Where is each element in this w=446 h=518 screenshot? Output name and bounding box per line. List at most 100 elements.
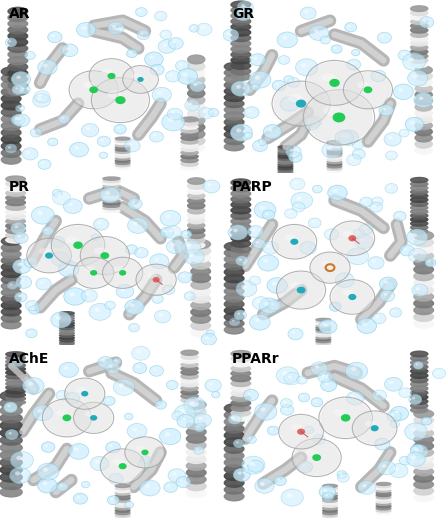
Ellipse shape — [414, 436, 434, 444]
Circle shape — [208, 108, 219, 117]
Ellipse shape — [316, 319, 331, 321]
Ellipse shape — [322, 507, 337, 510]
Circle shape — [248, 110, 252, 112]
Ellipse shape — [411, 201, 428, 206]
Circle shape — [315, 365, 319, 368]
Circle shape — [99, 152, 107, 159]
Circle shape — [179, 63, 182, 66]
Ellipse shape — [322, 484, 337, 487]
Circle shape — [15, 292, 27, 302]
Ellipse shape — [188, 183, 205, 189]
Ellipse shape — [188, 143, 205, 152]
Circle shape — [277, 479, 280, 481]
Circle shape — [247, 392, 251, 395]
Circle shape — [196, 448, 198, 450]
Circle shape — [68, 203, 73, 206]
Circle shape — [320, 36, 330, 44]
Circle shape — [278, 55, 289, 64]
Circle shape — [415, 448, 419, 452]
Ellipse shape — [186, 475, 206, 484]
Circle shape — [112, 476, 116, 479]
Circle shape — [337, 473, 349, 482]
Circle shape — [399, 388, 412, 398]
Circle shape — [231, 124, 252, 141]
Circle shape — [293, 439, 340, 476]
Circle shape — [22, 88, 25, 90]
Circle shape — [57, 482, 68, 491]
Ellipse shape — [376, 492, 391, 494]
Circle shape — [357, 319, 376, 334]
Ellipse shape — [231, 390, 251, 396]
Circle shape — [273, 225, 316, 258]
Circle shape — [209, 382, 213, 385]
Circle shape — [165, 214, 170, 218]
Ellipse shape — [327, 165, 342, 168]
Circle shape — [83, 483, 86, 484]
Ellipse shape — [6, 355, 25, 361]
Circle shape — [205, 336, 209, 339]
Circle shape — [315, 187, 317, 189]
Ellipse shape — [322, 490, 337, 493]
Ellipse shape — [411, 57, 428, 63]
Circle shape — [304, 245, 308, 248]
Ellipse shape — [224, 485, 244, 494]
Circle shape — [16, 276, 32, 289]
Circle shape — [201, 333, 216, 345]
Text: AR: AR — [9, 7, 30, 21]
Circle shape — [28, 382, 33, 386]
Ellipse shape — [224, 87, 244, 95]
Circle shape — [154, 11, 167, 21]
Circle shape — [392, 310, 396, 312]
Ellipse shape — [0, 421, 22, 430]
Ellipse shape — [411, 351, 428, 357]
Circle shape — [105, 191, 110, 195]
Ellipse shape — [224, 268, 244, 276]
Circle shape — [38, 160, 51, 169]
Circle shape — [162, 43, 167, 47]
Circle shape — [267, 278, 287, 293]
Ellipse shape — [188, 82, 205, 91]
Ellipse shape — [322, 516, 337, 518]
Circle shape — [327, 146, 332, 150]
Ellipse shape — [6, 199, 25, 206]
Ellipse shape — [278, 148, 293, 150]
Circle shape — [66, 47, 70, 50]
Circle shape — [164, 230, 167, 233]
Circle shape — [41, 162, 45, 164]
Ellipse shape — [231, 400, 251, 406]
Ellipse shape — [1, 263, 21, 271]
Circle shape — [8, 281, 17, 289]
Circle shape — [288, 211, 291, 213]
Circle shape — [167, 108, 182, 120]
Ellipse shape — [1, 108, 21, 117]
Ellipse shape — [188, 89, 205, 98]
Circle shape — [63, 199, 82, 213]
Ellipse shape — [376, 500, 391, 503]
Circle shape — [5, 144, 17, 153]
Ellipse shape — [376, 483, 391, 485]
Circle shape — [299, 378, 302, 380]
Ellipse shape — [59, 326, 74, 329]
Ellipse shape — [191, 240, 211, 249]
Circle shape — [32, 308, 34, 310]
Circle shape — [145, 484, 150, 488]
Ellipse shape — [115, 164, 130, 167]
Circle shape — [66, 379, 104, 408]
Circle shape — [182, 73, 187, 77]
Circle shape — [233, 468, 250, 481]
Circle shape — [161, 227, 173, 238]
Circle shape — [409, 249, 426, 263]
Circle shape — [248, 461, 253, 465]
Ellipse shape — [188, 123, 205, 132]
Ellipse shape — [107, 91, 122, 98]
Circle shape — [335, 131, 354, 145]
Circle shape — [77, 22, 95, 37]
Circle shape — [380, 290, 395, 301]
Ellipse shape — [6, 237, 25, 243]
Ellipse shape — [231, 56, 251, 64]
Circle shape — [182, 240, 201, 254]
Ellipse shape — [376, 505, 391, 508]
Circle shape — [293, 181, 297, 184]
Ellipse shape — [411, 205, 428, 210]
Ellipse shape — [181, 386, 198, 391]
